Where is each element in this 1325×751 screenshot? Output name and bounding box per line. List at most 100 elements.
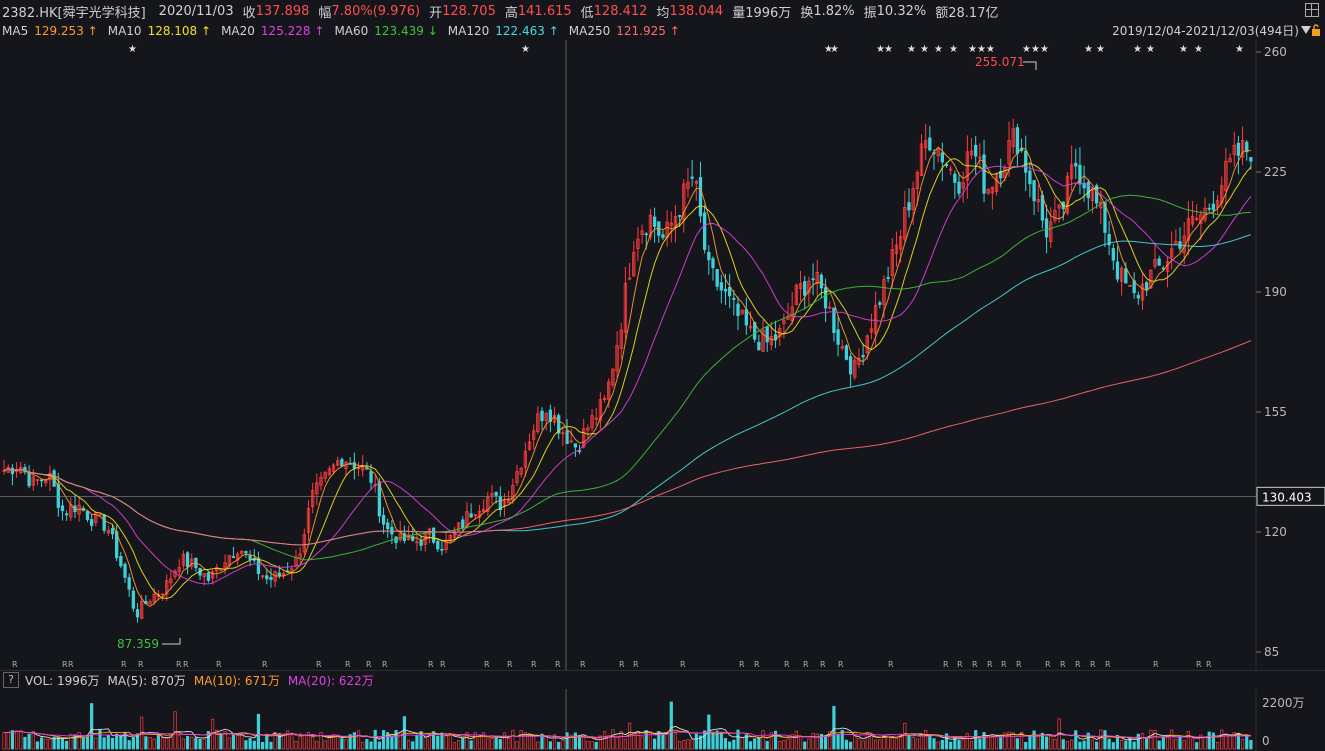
candle-body [169,578,173,584]
volume-bar [240,734,244,750]
candle-body [974,144,978,157]
vol-ma10: MA(10): 671万 [193,673,280,688]
volume-bar [265,734,269,750]
candle-body [928,137,932,151]
volume-bar [1124,740,1128,750]
event-r-marker: R [739,660,745,669]
help-button[interactable]: ? [3,672,19,688]
volume-bar [394,730,398,750]
candle-body [98,513,102,516]
volume-bar [269,741,273,750]
volume-bar [35,741,40,750]
event-r-marker: R [1016,660,1022,669]
candle-body [152,593,156,603]
event-r-marker: R [366,660,372,669]
candle-body [732,297,736,300]
volume-bar [1136,733,1140,750]
date-range[interactable]: 2019/12/04-2021/12/03(494日) [1112,24,1299,38]
volume-bar [198,738,202,750]
volume-bar [994,734,999,750]
candle-body [590,415,594,429]
volume-bar [1107,738,1111,750]
volume-bar [52,736,56,750]
candle-body [702,212,707,250]
candle-body [711,258,715,269]
candle-body [990,186,995,194]
candle-body [577,450,582,452]
candle-body [652,216,657,228]
event-star-icon: ★ [824,44,833,55]
volume-bar [694,733,698,750]
volume-bar [298,733,302,750]
volume-bar [502,732,507,750]
volume-bar [461,737,465,750]
event-star-icon: ★ [977,44,986,55]
crosshair-value-box [1256,486,1325,506]
vol-ma5: MA(5): 870万 [107,673,186,688]
range-dropdown-icon[interactable] [1301,26,1311,34]
candle-body [865,335,869,354]
volume-bar [911,737,915,750]
candle-body [1124,268,1128,284]
candle-body [594,417,598,420]
candle-body [969,150,974,156]
candle-body [1032,180,1036,202]
candle-body [936,148,940,157]
volume-bar [1174,739,1178,750]
volume-bar [144,736,148,750]
candle-body [1011,128,1015,147]
price-tick-label: 155 [1264,405,1287,419]
candle-body [869,328,874,333]
ma120-label: MA120 [447,24,490,38]
volume-bar [773,730,778,750]
candle-body [540,410,544,422]
volume-bar [344,739,348,750]
volume-bar [1061,739,1065,750]
volume-bar [753,738,757,750]
candle-body [757,341,761,351]
volume-bar [594,741,598,750]
event-r-marker: R [1090,660,1096,669]
volume-bar [81,737,85,750]
layout-toggle-icon[interactable] [1305,3,1319,17]
volume-bar [748,741,753,750]
volume-bar [715,730,719,750]
candle-body [644,233,648,236]
volume-bar [1161,737,1165,750]
lock-icon[interactable] [1311,24,1321,36]
candle-body [794,284,799,305]
event-star-icon: ★ [884,44,893,55]
volume-bar [323,740,327,750]
volume-bar [290,734,294,750]
event-star-icon: ★ [521,44,530,55]
candle-body [115,531,119,559]
volume-bar [807,738,811,750]
volume-bar [598,735,602,750]
amplitude-value: 10.32% [876,3,927,19]
volume-bar [148,736,152,750]
volume-bar [790,734,794,750]
volume-bar [14,730,19,750]
volume-bar [406,739,411,750]
volume-bar [602,731,607,750]
volume-bar [1074,730,1078,750]
volume-bar [361,741,365,750]
candle-body [1069,164,1074,180]
stock-symbol[interactable]: 2382.HK[舜宇光学科技] [2,5,146,21]
candle-body [582,428,586,448]
volume-bar [69,733,73,750]
candle-body [815,271,819,284]
candle-body [723,288,728,292]
candle-body [886,276,890,279]
volume-bar [1011,732,1015,750]
volume-bar [181,738,185,750]
candle-body [35,479,40,481]
candle-body [1103,202,1107,233]
volume-bar [552,734,557,750]
candle-body [648,214,653,238]
volume-chart[interactable]: 2200万 0 [0,689,1325,751]
event-star-icon: ★ [830,44,839,55]
candle-body [848,356,853,375]
candle-body [507,498,511,504]
